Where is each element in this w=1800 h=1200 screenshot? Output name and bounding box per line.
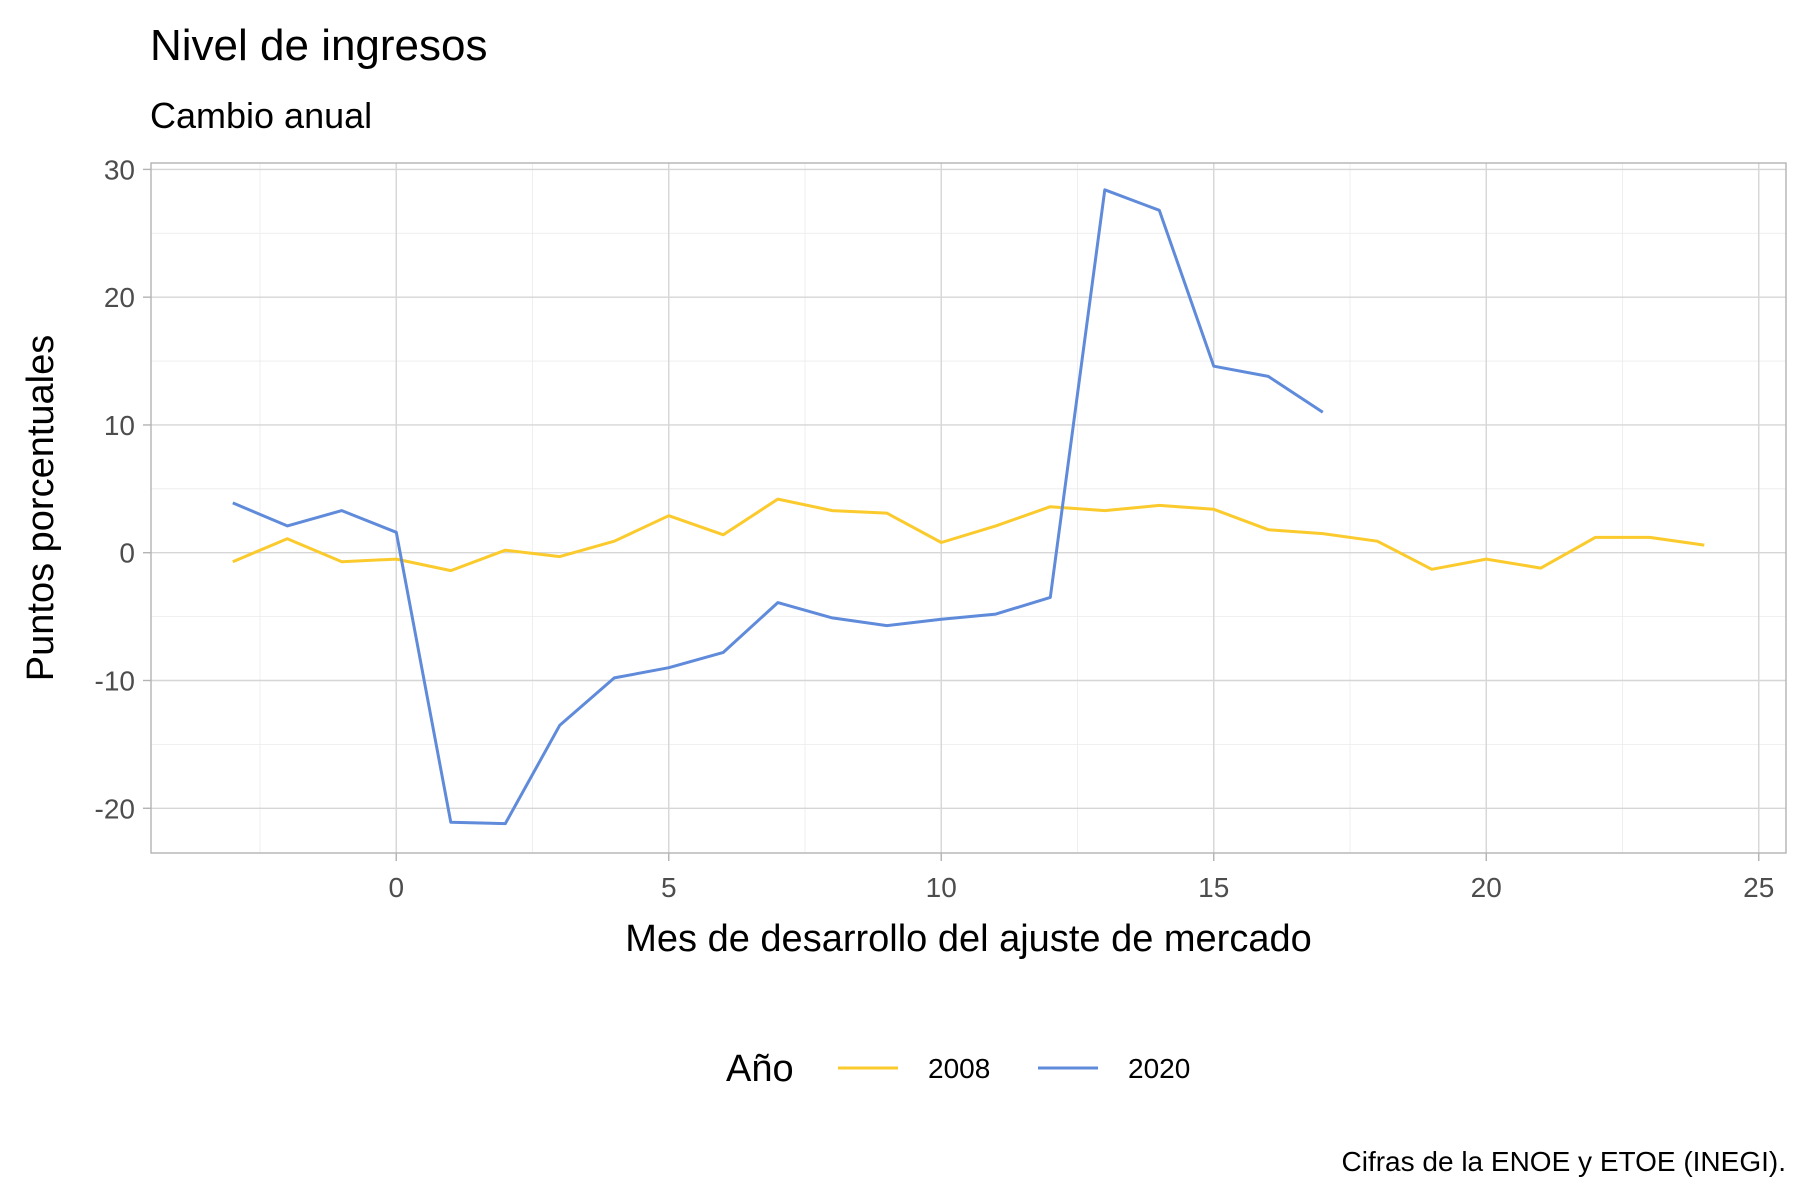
legend-title: Año <box>726 1048 794 1090</box>
chart-caption: Cifras de la ENOE y ETOE (INEGI). <box>1342 1146 1786 1177</box>
y-tick-label: 20 <box>104 282 135 313</box>
chart-subtitle: Cambio anual <box>150 95 372 136</box>
x-tick-label: 0 <box>388 872 404 903</box>
series-layer <box>232 188 1705 826</box>
legend: Año 2008 2020 <box>726 1048 1190 1090</box>
grid-major-lines <box>151 163 1786 853</box>
plot-panel-border <box>150 162 1787 854</box>
x-axis-title: Mes de desarrollo del ajuste de mercado <box>625 918 1312 960</box>
x-tick-label: 10 <box>926 872 957 903</box>
x-axis: 0 5 10 15 20 25 <box>388 853 1774 903</box>
legend-label-2008: 2008 <box>928 1053 990 1084</box>
chart-title: Nivel de ingresos <box>150 21 488 70</box>
series-line-2008 <box>232 497 1705 573</box>
y-tick-label: 0 <box>119 538 135 569</box>
y-axis-title: Puntos porcentuales <box>20 335 62 681</box>
x-tick-label: 15 <box>1198 872 1229 903</box>
y-tick-label: 10 <box>104 410 135 441</box>
y-axis: -20 -10 0 10 20 30 <box>95 154 151 824</box>
x-tick-label: 20 <box>1471 872 1502 903</box>
x-tick-label: 5 <box>661 872 677 903</box>
y-tick-label: -10 <box>95 666 135 697</box>
grid-minor-lines <box>151 163 1786 853</box>
y-tick-label: -20 <box>95 793 135 824</box>
legend-items: 2008 2020 <box>838 1053 1190 1084</box>
series-line-2020 <box>232 188 1324 826</box>
y-tick-label: 30 <box>104 154 135 185</box>
x-tick-label: 25 <box>1743 872 1774 903</box>
legend-label-2020: 2020 <box>1128 1053 1190 1084</box>
